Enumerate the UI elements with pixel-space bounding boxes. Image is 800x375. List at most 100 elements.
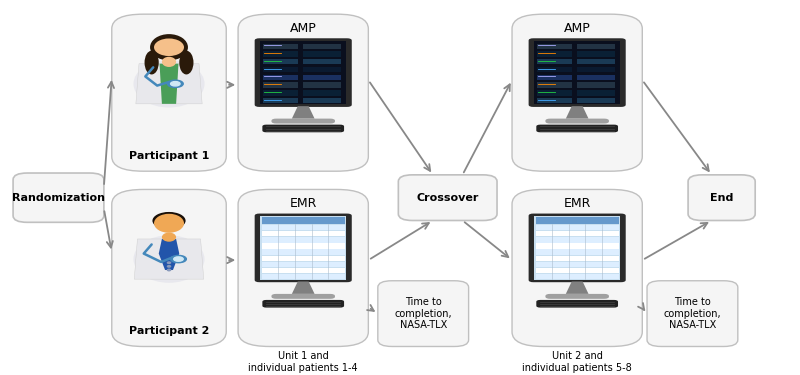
- FancyBboxPatch shape: [262, 231, 345, 236]
- FancyBboxPatch shape: [260, 41, 346, 104]
- FancyBboxPatch shape: [263, 51, 298, 57]
- Circle shape: [167, 269, 170, 271]
- Text: EMR: EMR: [290, 197, 317, 210]
- FancyBboxPatch shape: [538, 51, 572, 57]
- FancyBboxPatch shape: [263, 75, 298, 80]
- Text: Unit 1 and
individual patients 1-4: Unit 1 and individual patients 1-4: [249, 351, 358, 373]
- FancyBboxPatch shape: [263, 82, 298, 88]
- FancyBboxPatch shape: [577, 51, 615, 57]
- FancyBboxPatch shape: [263, 98, 298, 103]
- Text: Participant 2: Participant 2: [129, 326, 209, 336]
- Polygon shape: [134, 239, 204, 279]
- FancyBboxPatch shape: [536, 262, 618, 267]
- FancyBboxPatch shape: [536, 300, 618, 307]
- Circle shape: [167, 266, 170, 267]
- FancyBboxPatch shape: [577, 75, 615, 80]
- Circle shape: [167, 262, 170, 264]
- Ellipse shape: [150, 34, 188, 60]
- Ellipse shape: [162, 57, 176, 67]
- Ellipse shape: [162, 232, 176, 242]
- FancyBboxPatch shape: [688, 175, 755, 220]
- FancyBboxPatch shape: [577, 90, 615, 96]
- FancyBboxPatch shape: [263, 44, 298, 49]
- FancyBboxPatch shape: [534, 41, 620, 104]
- FancyBboxPatch shape: [536, 124, 618, 132]
- FancyBboxPatch shape: [13, 173, 104, 222]
- FancyBboxPatch shape: [538, 44, 572, 49]
- FancyBboxPatch shape: [262, 249, 345, 255]
- Ellipse shape: [134, 236, 205, 283]
- FancyBboxPatch shape: [536, 268, 618, 273]
- FancyBboxPatch shape: [536, 231, 618, 236]
- FancyBboxPatch shape: [536, 249, 618, 255]
- FancyBboxPatch shape: [536, 243, 618, 249]
- Text: Time to
completion,
NASA-TLX: Time to completion, NASA-TLX: [394, 297, 452, 330]
- Polygon shape: [292, 282, 314, 294]
- Ellipse shape: [145, 51, 158, 75]
- FancyBboxPatch shape: [271, 118, 335, 123]
- FancyBboxPatch shape: [303, 51, 342, 57]
- FancyBboxPatch shape: [529, 38, 626, 107]
- FancyBboxPatch shape: [254, 38, 352, 107]
- FancyBboxPatch shape: [534, 216, 620, 280]
- FancyBboxPatch shape: [262, 237, 345, 243]
- FancyBboxPatch shape: [303, 44, 342, 49]
- FancyBboxPatch shape: [536, 217, 618, 224]
- Polygon shape: [159, 64, 178, 104]
- FancyBboxPatch shape: [112, 189, 226, 346]
- Text: EMR: EMR: [563, 197, 591, 210]
- Polygon shape: [566, 106, 589, 118]
- FancyBboxPatch shape: [512, 14, 642, 171]
- FancyBboxPatch shape: [577, 67, 615, 72]
- FancyBboxPatch shape: [262, 255, 345, 261]
- Ellipse shape: [134, 60, 205, 108]
- FancyBboxPatch shape: [538, 98, 572, 103]
- FancyBboxPatch shape: [538, 75, 572, 80]
- FancyBboxPatch shape: [536, 237, 618, 243]
- FancyBboxPatch shape: [262, 274, 345, 279]
- Text: Randomization: Randomization: [12, 193, 105, 202]
- FancyBboxPatch shape: [262, 262, 345, 267]
- FancyBboxPatch shape: [538, 90, 572, 96]
- FancyBboxPatch shape: [260, 216, 346, 280]
- FancyBboxPatch shape: [577, 44, 615, 49]
- FancyBboxPatch shape: [238, 189, 368, 346]
- FancyBboxPatch shape: [263, 67, 298, 72]
- Circle shape: [174, 257, 183, 261]
- FancyBboxPatch shape: [262, 225, 345, 230]
- FancyBboxPatch shape: [378, 281, 469, 346]
- FancyBboxPatch shape: [262, 300, 344, 307]
- FancyBboxPatch shape: [647, 281, 738, 346]
- FancyBboxPatch shape: [262, 243, 345, 249]
- FancyBboxPatch shape: [538, 82, 572, 88]
- Polygon shape: [136, 64, 202, 104]
- FancyBboxPatch shape: [577, 59, 615, 64]
- Text: Participant 1: Participant 1: [129, 151, 209, 161]
- Text: Time to
completion,
NASA-TLX: Time to completion, NASA-TLX: [664, 297, 722, 330]
- Text: AMP: AMP: [564, 21, 590, 34]
- Polygon shape: [566, 282, 589, 294]
- Text: End: End: [710, 193, 734, 202]
- FancyBboxPatch shape: [303, 82, 342, 88]
- FancyBboxPatch shape: [536, 255, 618, 261]
- FancyBboxPatch shape: [303, 67, 342, 72]
- FancyBboxPatch shape: [546, 118, 609, 123]
- Ellipse shape: [154, 39, 184, 56]
- FancyBboxPatch shape: [536, 225, 618, 230]
- FancyBboxPatch shape: [303, 98, 342, 103]
- FancyBboxPatch shape: [577, 82, 615, 88]
- FancyBboxPatch shape: [262, 217, 345, 224]
- Text: AMP: AMP: [290, 21, 317, 34]
- Text: Crossover: Crossover: [417, 193, 479, 202]
- FancyBboxPatch shape: [538, 59, 572, 64]
- Ellipse shape: [179, 51, 194, 75]
- Polygon shape: [292, 106, 314, 118]
- FancyBboxPatch shape: [254, 213, 352, 282]
- FancyBboxPatch shape: [262, 268, 345, 273]
- Text: Unit 2 and
individual patients 5-8: Unit 2 and individual patients 5-8: [522, 351, 632, 373]
- FancyBboxPatch shape: [271, 294, 335, 299]
- FancyBboxPatch shape: [238, 14, 368, 171]
- FancyBboxPatch shape: [112, 14, 226, 171]
- FancyBboxPatch shape: [262, 124, 344, 132]
- FancyBboxPatch shape: [529, 213, 626, 282]
